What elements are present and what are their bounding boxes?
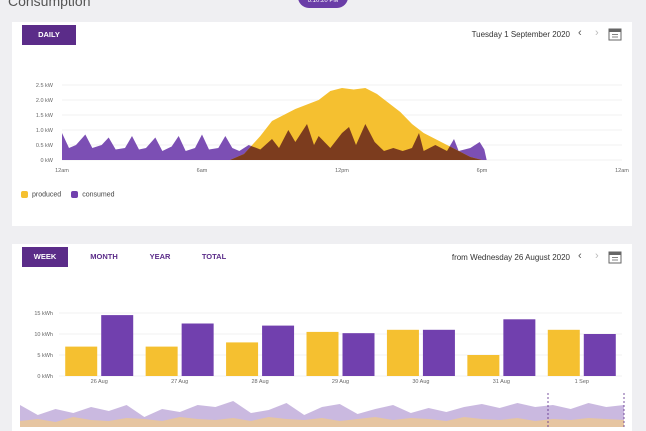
x-tick-label: 1 Sep [575,379,589,385]
daily-legend: produced consumed [21,191,115,198]
weekly-energy-chart: 15 kWh 10 kWh 5 kWh 0 kWh 26 Aug 27 Aug 28 Aug… [34,311,622,385]
x-tick-label: 28 Aug [252,379,269,385]
tab-week[interactable]: WEEK [22,247,68,267]
navigator-produced-area [20,417,624,427]
period-card: WEEK MONTH YEAR TOTAL from Wednesday 26 … [12,244,632,431]
consumed-bar [342,333,375,376]
prev-week-arrow-icon[interactable]: ‹ [578,250,582,262]
x-tick-label: 30 Aug [412,379,429,385]
tab-year[interactable]: YEAR [149,252,171,261]
consumed-bar [583,334,616,376]
daily-card: DAILY Tuesday 1 September 2020 ‹ › 2.5 k… [12,22,632,226]
tab-month[interactable]: MONTH [90,252,118,261]
y-tick-label: 15 kWh [34,311,53,317]
x-tick-label: 12pm [335,168,349,174]
consumed-bar [503,319,536,376]
x-tick-label: 29 Aug [332,379,349,385]
next-day-arrow-icon[interactable]: › [595,27,599,39]
x-tick-label: 26 Aug [91,379,108,385]
calendar-icon[interactable] [608,250,622,264]
y-tick-label: 10 kWh [34,332,53,338]
produced-bar [386,329,419,376]
x-tick-label: 6am [197,168,208,174]
x-tick-label: 31 Aug [493,379,510,385]
range-navigator[interactable] [12,391,632,431]
produced-bar [145,346,178,376]
overlap-area [230,124,482,160]
y-tick-label: 5 kWh [37,353,53,359]
period-date: from Wednesday 26 August 2020 [451,253,570,262]
consumed-bar [262,325,295,376]
produced-bar [306,331,339,376]
x-tick-label: 6pm [477,168,488,174]
consumed-bar [101,315,134,376]
produced-bar [467,355,500,376]
y-tick-label: 0 kW [40,158,53,164]
page-title: Consumption [8,0,91,9]
x-tick-label: 27 Aug [171,379,188,385]
prev-day-arrow-icon[interactable]: ‹ [578,27,582,39]
tab-daily[interactable]: DAILY [22,25,76,45]
y-tick-label: 1.0 kW [36,128,54,134]
y-tick-label: 0.5 kW [36,143,54,149]
legend-consumed: consumed [71,191,115,198]
y-tick-label: 0 kWh [37,374,53,380]
x-tick-label: 12am [615,168,629,174]
consumed-bar [422,329,455,376]
consumed-bar [181,323,214,376]
time-pill: 6:10:20 PM [298,0,348,8]
y-tick-label: 1.5 kW [36,113,54,119]
legend-produced: produced [21,191,61,198]
produced-bar [65,346,98,376]
y-tick-label: 2.0 kW [36,98,54,104]
next-week-arrow-icon[interactable]: › [595,250,599,262]
x-tick-label: 12am [55,168,69,174]
daily-date: Tuesday 1 September 2020 [471,30,570,39]
y-tick-label: 2.5 kW [36,83,54,89]
produced-bar [226,342,259,376]
calendar-icon[interactable] [608,27,622,41]
tab-total[interactable]: TOTAL [201,252,227,261]
produced-bar [547,329,580,376]
